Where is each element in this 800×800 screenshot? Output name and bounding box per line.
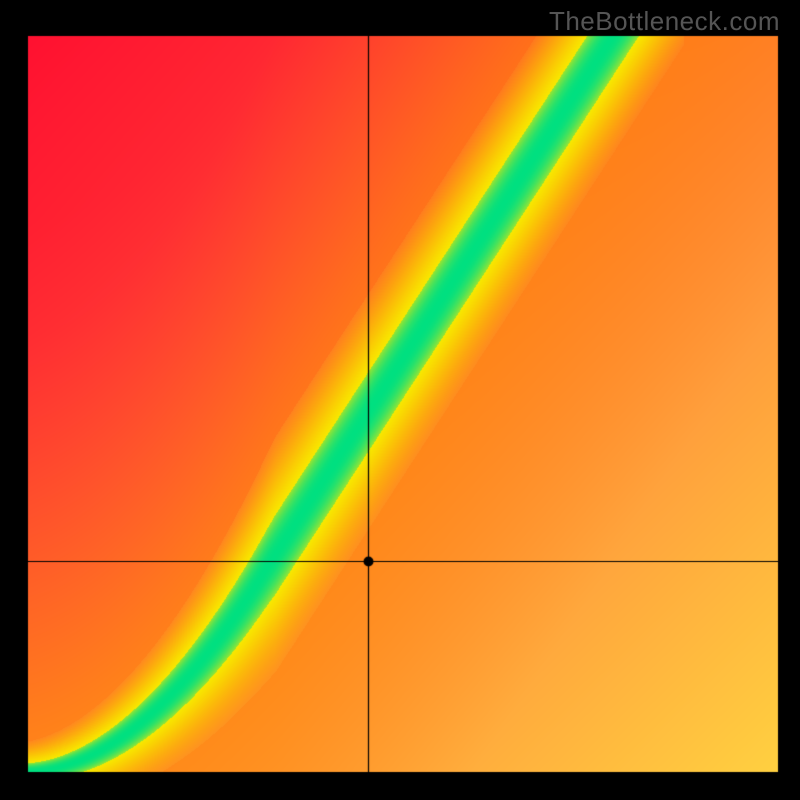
chart-container: TheBottleneck.com [0, 0, 800, 800]
bottleneck-heatmap [0, 0, 800, 800]
watermark-text: TheBottleneck.com [549, 6, 780, 37]
